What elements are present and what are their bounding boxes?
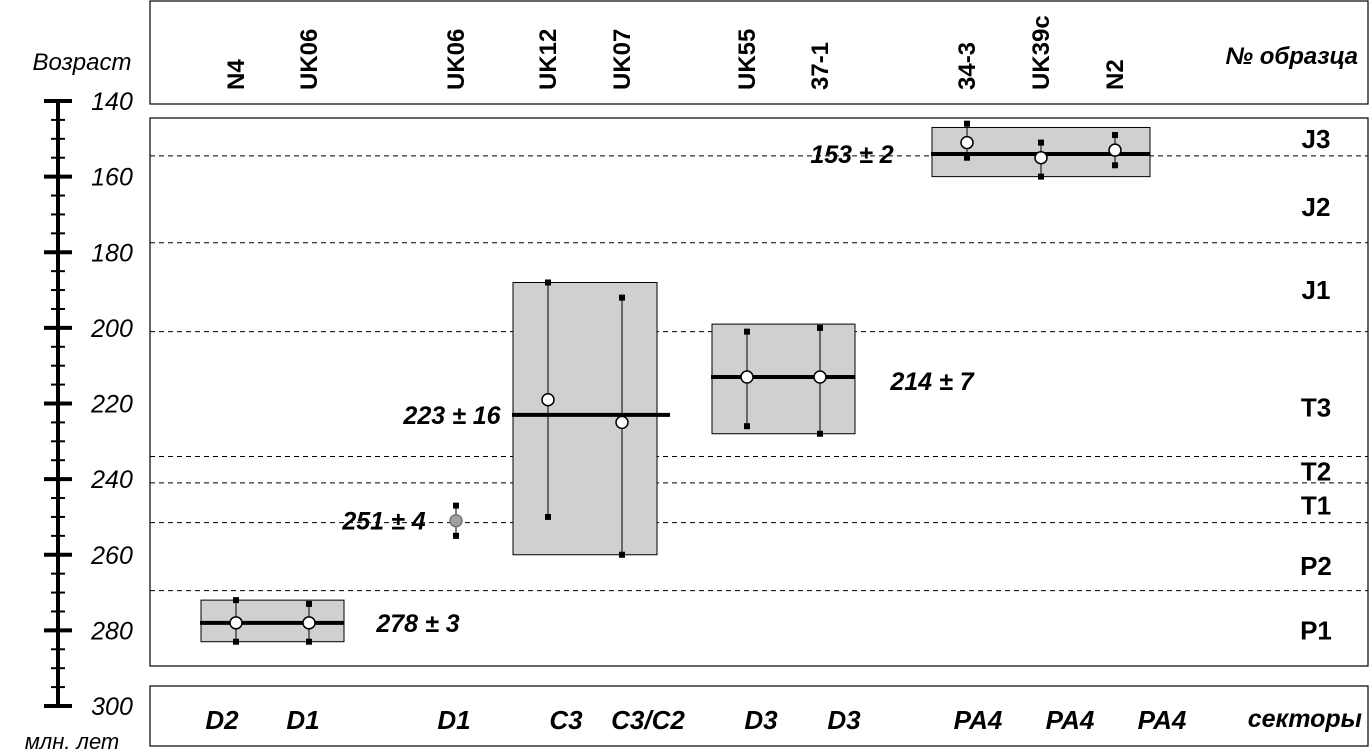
sector-label: D1 bbox=[286, 705, 319, 735]
axis-tick-label: 180 bbox=[91, 239, 133, 267]
sample-id-label: UK06 bbox=[443, 29, 470, 90]
sample-id-label: UK55 bbox=[734, 29, 761, 90]
error-cap bbox=[744, 423, 750, 430]
sample-age-point bbox=[541, 392, 555, 407]
sample-age-point bbox=[615, 415, 629, 430]
period-label: P1 bbox=[1300, 615, 1332, 645]
error-cap bbox=[817, 324, 823, 331]
sample-age-point bbox=[1034, 150, 1048, 165]
axis-tick-label: 280 bbox=[90, 617, 133, 645]
sample-id-label: 37-1 bbox=[807, 42, 834, 90]
period-label: T3 bbox=[1301, 392, 1331, 422]
sector-header-title: секторы bbox=[1248, 705, 1362, 733]
axis-tick-label: 200 bbox=[90, 315, 133, 343]
sector-footer-box bbox=[149, 685, 1369, 747]
sample-id-label: UK07 bbox=[609, 29, 636, 90]
group-range-box bbox=[512, 282, 658, 556]
error-cap bbox=[306, 638, 312, 645]
sector-label: PA4 bbox=[1046, 705, 1095, 735]
error-cap bbox=[545, 279, 551, 286]
error-cap bbox=[964, 120, 970, 127]
error-cap bbox=[545, 513, 551, 520]
sample-age-point bbox=[1108, 143, 1122, 157]
sector-label: PA4 bbox=[954, 705, 1003, 735]
period-label: P2 bbox=[1300, 551, 1332, 581]
sample-age-point bbox=[740, 370, 754, 384]
sample-id-label: UK39c bbox=[1028, 15, 1055, 90]
sector-label: D3 bbox=[827, 705, 861, 735]
error-cap bbox=[1112, 132, 1118, 139]
group-age-label: 278 ± 3 bbox=[375, 610, 459, 638]
sample-age-point bbox=[229, 616, 243, 630]
error-cap bbox=[233, 597, 239, 604]
sample-age-point bbox=[960, 135, 974, 150]
sample-age-point bbox=[449, 513, 463, 528]
error-cap bbox=[1038, 173, 1044, 180]
error-cap bbox=[619, 551, 625, 558]
error-cap bbox=[1112, 162, 1118, 169]
sector-label: C3 bbox=[549, 705, 583, 735]
error-cap bbox=[619, 294, 625, 301]
error-cap bbox=[817, 430, 823, 437]
axis-tick-label: 220 bbox=[90, 391, 133, 419]
sector-label: D3 bbox=[744, 705, 778, 735]
sample-id-label: UK06 bbox=[296, 29, 323, 90]
period-label: J2 bbox=[1302, 192, 1331, 222]
sample-id-label: N2 bbox=[1102, 59, 1129, 90]
error-cap bbox=[744, 328, 750, 335]
error-cap bbox=[453, 532, 459, 539]
group-age-label: 251 ± 4 bbox=[341, 508, 425, 536]
plot-box bbox=[149, 117, 1369, 667]
sector-label: D1 bbox=[437, 705, 470, 735]
error-cap bbox=[233, 638, 239, 645]
error-cap bbox=[1038, 139, 1044, 146]
period-label: T2 bbox=[1301, 457, 1331, 487]
error-cap bbox=[306, 600, 312, 607]
sector-label: C3/C2 bbox=[611, 705, 685, 735]
axis-tick-label: 240 bbox=[90, 466, 133, 494]
sample-header-box bbox=[149, 0, 1369, 105]
sample-age-point bbox=[813, 370, 827, 384]
axis-tick-label: 300 bbox=[91, 693, 133, 721]
axis-tick-label: 140 bbox=[91, 88, 133, 116]
period-label: J1 bbox=[1302, 275, 1331, 305]
error-cap bbox=[453, 502, 459, 509]
group-age-label: 223 ± 16 bbox=[402, 402, 501, 430]
axis-tick-label: 160 bbox=[91, 164, 133, 192]
period-label: J3 bbox=[1302, 124, 1331, 154]
axis-tick-label: 260 bbox=[90, 542, 133, 570]
sector-label: D2 bbox=[205, 705, 239, 735]
sector-label: PA4 bbox=[1138, 705, 1187, 735]
group-age-label: 214 ± 7 bbox=[889, 368, 974, 396]
period-label: T1 bbox=[1301, 491, 1331, 521]
axis-title: Возраст bbox=[33, 49, 132, 76]
sample-header-title: № образца bbox=[1226, 43, 1358, 70]
group-age-label: 153 ± 2 bbox=[810, 141, 893, 169]
sample-id-label: N4 bbox=[223, 59, 250, 90]
error-cap bbox=[964, 154, 970, 161]
axis-unit: млн. лет bbox=[25, 729, 120, 751]
sample-age-point bbox=[302, 616, 316, 630]
sample-id-label: UK12 bbox=[535, 29, 562, 90]
sample-id-label: 34-3 bbox=[954, 42, 981, 90]
